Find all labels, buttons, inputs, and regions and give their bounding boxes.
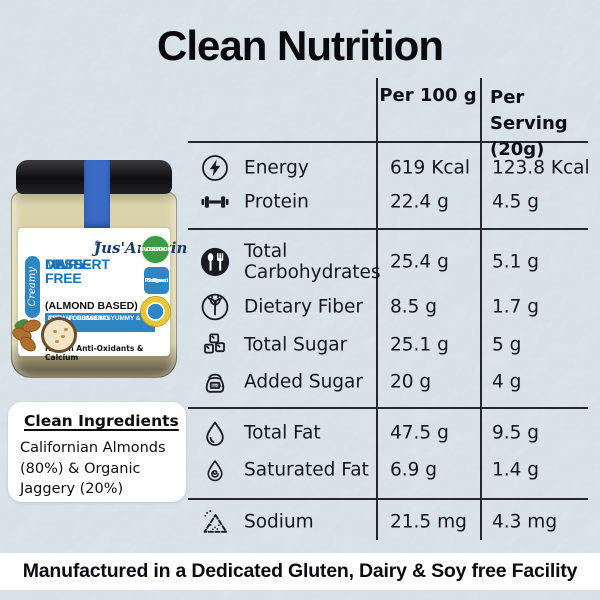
almond-garnish: [10, 316, 80, 356]
nutrient-label: Saturated Fat: [244, 459, 369, 481]
per-100g-value: 21.5 mg: [390, 511, 467, 533]
per-100g-value: 47.5 g: [390, 422, 449, 444]
nutrient-label: Total Carbohydrates: [244, 241, 381, 283]
ingredients-line1: Californian Almonds: [20, 440, 166, 456]
footer-text: Manufactured in a Dedicated Gluten, Dair…: [22, 560, 578, 582]
carbohydrates-icon: [197, 244, 233, 280]
ingredients-card: Clean Ingredients Californian Almonds (8…: [8, 402, 186, 502]
table-row-saturated-fat: Saturated Fat 6.9 g 1.4 g: [188, 450, 588, 490]
ingredients-line3: Jaggery (20%): [20, 481, 124, 497]
sodium-icon: [197, 504, 233, 540]
registered-mark: ®: [94, 239, 101, 248]
product-name-line3: MATE: [45, 256, 83, 272]
ingredients-line2: (80%) & Organic: [20, 460, 141, 477]
per-100g-value: 619 Kcal: [390, 157, 470, 179]
nutrient-label: Dietary Fiber: [244, 296, 363, 318]
dessert-bowl: [41, 317, 77, 353]
energy-icon: [197, 150, 233, 186]
variant-label: Creamy: [27, 267, 38, 307]
table-row-total-sugar: Total Sugar 25.1 g 5 g: [188, 325, 588, 365]
topping-dot: [64, 328, 68, 331]
topping-dot: [53, 330, 57, 333]
per-100g-value: 25.4 g: [390, 251, 449, 273]
per-serving-value: 9.5 g: [492, 422, 540, 444]
per-100g-value: 22.4 g: [390, 191, 449, 213]
no-refined-sugar-badge: No Refined Sugar: [144, 267, 169, 294]
sugar-icon: [197, 327, 233, 363]
nutrition-table: Per 100 g Per Serving (20g) Energy 619 K…: [188, 78, 590, 540]
per-serving-value: 1.7 g: [492, 296, 540, 318]
per-serving-value: 4 g: [492, 371, 522, 393]
per-100g-value: 20 g: [390, 371, 432, 393]
clean-nutrition-badge: CLEAN NUTRITION: [139, 236, 172, 263]
table-row-added-sugar: SUGAR Added Sugar 20 g 4 g: [188, 362, 588, 402]
ingredients-title: Clean Ingredients: [24, 412, 179, 430]
topping-dot: [61, 335, 65, 338]
no-refined-sugar-line3: Sugar: [147, 277, 166, 284]
page-title: Clean Nutrition: [157, 22, 444, 69]
nutrient-label: Total Sugar: [244, 334, 348, 356]
table-row-protein: Protein 22.4 g 4.5 g: [188, 182, 588, 222]
column-header-per-100g: Per 100 g: [379, 85, 477, 106]
table-row-carbohydrates: Total Carbohydrates 25.4 g 5.1 g: [188, 236, 588, 288]
footer-band: Manufactured in a Dedicated Gluten, Dair…: [0, 553, 600, 590]
fat-icon: [197, 415, 233, 451]
saturated-fat-icon: [197, 452, 233, 488]
nutrient-label: Sodium: [244, 511, 314, 533]
per-serving-line1: Per Serving: [490, 87, 568, 134]
topping-dot: [55, 340, 59, 343]
per-serving-value: 4.3 mg: [492, 511, 558, 533]
variant-pill: Creamy: [25, 256, 40, 318]
nutrient-label: Added Sugar: [244, 371, 363, 393]
per-100g-value: 6.9 g: [390, 459, 438, 481]
ingredients-text: Californian Almonds (80%) & Organic Jagg…: [20, 438, 166, 500]
nutrient-label: Energy: [244, 157, 309, 179]
product-jar: Jus'Amazin ® Creamy DAIRY-FREE DESSERT MA…: [10, 160, 187, 378]
per-serving-value: 123.8 Kcal: [492, 157, 590, 179]
table-row-divider: [188, 498, 588, 500]
free-from-badge: [141, 297, 170, 326]
clean-nutrition-badge-line2: NUTRITION: [139, 246, 172, 253]
fiber-icon: [197, 289, 233, 325]
per-100g-value: 8.5 g: [390, 296, 438, 318]
table-row-total-fat: Total Fat 47.5 g 9.5 g: [188, 413, 588, 453]
table-row-fiber: Dietary Fiber 8.5 g 1.7 g: [188, 287, 588, 327]
nutrient-label: Total Fat: [244, 422, 321, 444]
per-100g-value: 25.1 g: [390, 334, 449, 356]
table-row-divider: [188, 228, 588, 230]
sugar-sack-label: SUGAR: [212, 384, 225, 388]
jar-tamper-band: [84, 160, 110, 228]
table-row-sodium: Sodium 21.5 mg 4.3 mg: [188, 502, 588, 542]
protein-icon: [197, 184, 233, 220]
nutrient-label: Protein: [244, 191, 309, 213]
added-sugar-icon: SUGAR: [197, 364, 233, 400]
per-serving-value: 4.5 g: [492, 191, 540, 213]
product-base: (ALMOND BASED): [45, 300, 138, 312]
per-serving-value: 5 g: [492, 334, 522, 356]
table-row-divider: [188, 407, 588, 409]
per-serving-value: 1.4 g: [492, 459, 540, 481]
per-serving-value: 5.1 g: [492, 251, 540, 273]
